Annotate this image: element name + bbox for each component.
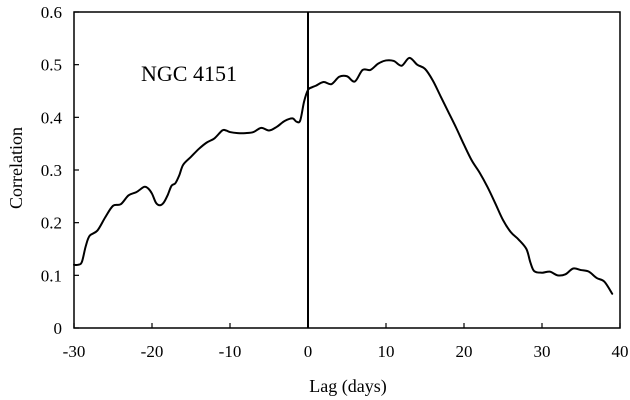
plot-area: [73, 12, 614, 328]
y-tick-label: 0.6: [41, 3, 62, 22]
x-tick-label: 10: [378, 342, 395, 361]
x-tick-label: 0: [304, 342, 313, 361]
y-tick-label: 0.1: [41, 266, 62, 285]
y-tick-label: 0.2: [41, 214, 62, 233]
object-annotation: NGC 4151: [141, 61, 237, 86]
x-axis-label: Lag (days): [309, 376, 386, 397]
x-tick-label: 20: [456, 342, 473, 361]
y-tick-label: 0.3: [41, 161, 62, 180]
x-tick-label: -30: [63, 342, 86, 361]
y-axis-label: Correlation: [6, 127, 26, 209]
y-tick-label: 0.4: [41, 108, 63, 127]
x-tick-label: 30: [534, 342, 551, 361]
tick-marks: [73, 11, 621, 329]
x-tick-label: -20: [141, 342, 164, 361]
axes: [73, 11, 621, 329]
x-tick-label: 40: [612, 342, 629, 361]
series-line: [73, 56, 614, 295]
tick-labels: -30 -20 -10 0 10 20 30 40 0 0.1 0.2 0.3 0.4 0.5 0.6: [41, 3, 629, 361]
x-tick-label: -10: [219, 342, 242, 361]
y-tick-label: 0.5: [41, 56, 62, 75]
y-tick-label: 0: [54, 319, 63, 338]
plot-frame: [73, 11, 621, 329]
